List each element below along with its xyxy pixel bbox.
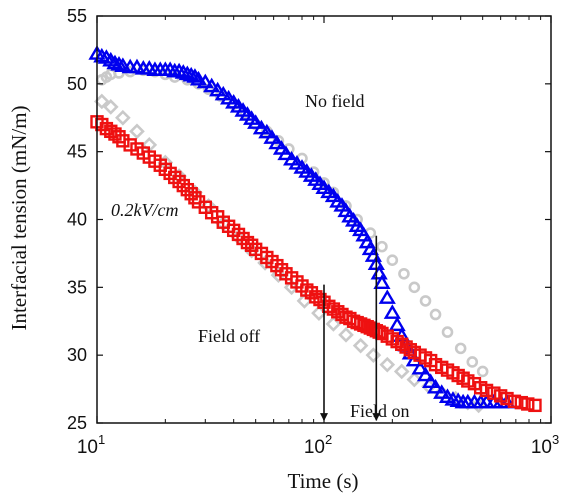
x-tick-label: 102	[304, 432, 332, 458]
data-point-square	[313, 292, 327, 307]
data-point-square	[123, 138, 137, 152]
data-point-square	[487, 386, 501, 400]
data-point-circle	[318, 177, 330, 189]
x-tick-label: 101	[77, 432, 105, 458]
data-point-triangle	[422, 373, 440, 389]
data-point-square	[116, 134, 130, 148]
data-point-triangle	[258, 123, 276, 139]
series-circle	[96, 64, 489, 378]
data-point-square	[507, 394, 522, 408]
data-point-square	[528, 398, 542, 413]
y-tick-label: 45	[67, 142, 87, 162]
data-point-square	[184, 187, 198, 201]
data-point-triangle	[209, 81, 227, 97]
data-point-diamond	[393, 363, 410, 380]
data-point-triangle	[106, 54, 124, 70]
annotation-no-field: No field	[305, 91, 364, 111]
data-point-triangle	[196, 73, 214, 89]
y-tick-label: 50	[67, 74, 87, 94]
y-tick-label: 40	[67, 210, 87, 230]
annotation-arrows	[320, 235, 381, 422]
data-point-diamond	[365, 347, 382, 364]
data-point-triangle	[378, 289, 396, 304]
data-point-square	[479, 383, 494, 398]
data-point-triangle	[247, 114, 265, 129]
data-point-diamond	[338, 326, 354, 343]
data-point-triangle	[174, 64, 192, 79]
annotation-field-off: Field off	[198, 326, 260, 346]
data-point-triangle	[426, 378, 445, 394]
data-point-diamond	[270, 267, 287, 283]
data-point-square	[172, 174, 186, 189]
data-point-triangle	[263, 129, 281, 144]
data-point-circle	[351, 213, 363, 226]
data-point-circle	[454, 342, 467, 355]
series-triangle	[88, 45, 516, 409]
data-point-diamond	[93, 93, 110, 110]
data-point-circle	[408, 281, 421, 294]
data-marks	[88, 45, 542, 414]
x-axis-label: Time (s)	[288, 469, 359, 493]
data-point-triangle	[411, 359, 429, 375]
data-point-triangle	[170, 62, 188, 78]
y-tick-label: 55	[67, 6, 87, 26]
y-tick-label: 30	[67, 345, 87, 365]
data-point-circle	[386, 254, 399, 267]
data-point-triangle	[433, 384, 451, 399]
data-point-diamond	[352, 337, 369, 354]
data-point-triangle	[416, 366, 435, 382]
data-point-square	[244, 238, 259, 252]
data-point-square	[176, 178, 191, 193]
data-point-diamond	[102, 99, 119, 115]
data-point-triangle	[373, 274, 391, 290]
data-point-square	[240, 235, 255, 250]
y-tick-label: 25	[67, 413, 87, 433]
data-point-circle	[441, 326, 454, 338]
data-point-square	[112, 130, 126, 144]
data-point-diamond	[115, 109, 131, 126]
annotation-field-strength: 0.2kV/cm	[111, 200, 178, 220]
data-point-diamond	[325, 316, 342, 332]
data-point-circle	[398, 267, 410, 280]
data-point-square	[180, 182, 195, 197]
data-point-triangle	[189, 70, 208, 86]
annotation-field-on: Field on	[350, 401, 410, 421]
data-point-square	[521, 397, 535, 411]
data-point-diamond	[379, 356, 396, 373]
data-point-triangle	[277, 145, 295, 161]
data-point-triangle	[182, 66, 200, 82]
data-point-triangle	[110, 55, 128, 71]
data-point-diamond	[406, 371, 423, 388]
data-point-circle	[476, 365, 489, 378]
y-axis-label: Interfacial tension (mN/m)	[7, 105, 31, 330]
data-point-triangle	[383, 304, 401, 319]
data-point-square	[500, 391, 514, 406]
data-point-triangle	[114, 57, 132, 72]
data-point-square	[108, 127, 122, 141]
data-point-circle	[466, 356, 479, 368]
data-point-triangle	[178, 65, 196, 81]
x-tick-label: 103	[531, 432, 559, 458]
data-point-circle	[429, 308, 442, 321]
data-point-triangle	[203, 77, 221, 93]
data-point-diamond	[129, 123, 145, 140]
y-tick-label: 35	[67, 277, 87, 297]
data-point-square	[372, 325, 386, 339]
data-point-circle	[419, 295, 432, 307]
data-point-square	[188, 191, 202, 205]
data-point-circle	[376, 240, 388, 253]
data-point-square	[335, 307, 349, 322]
axis-ticks: 25 30 35 40 45 50 55 101 102 103	[67, 6, 559, 458]
data-point-triangle	[388, 316, 406, 332]
